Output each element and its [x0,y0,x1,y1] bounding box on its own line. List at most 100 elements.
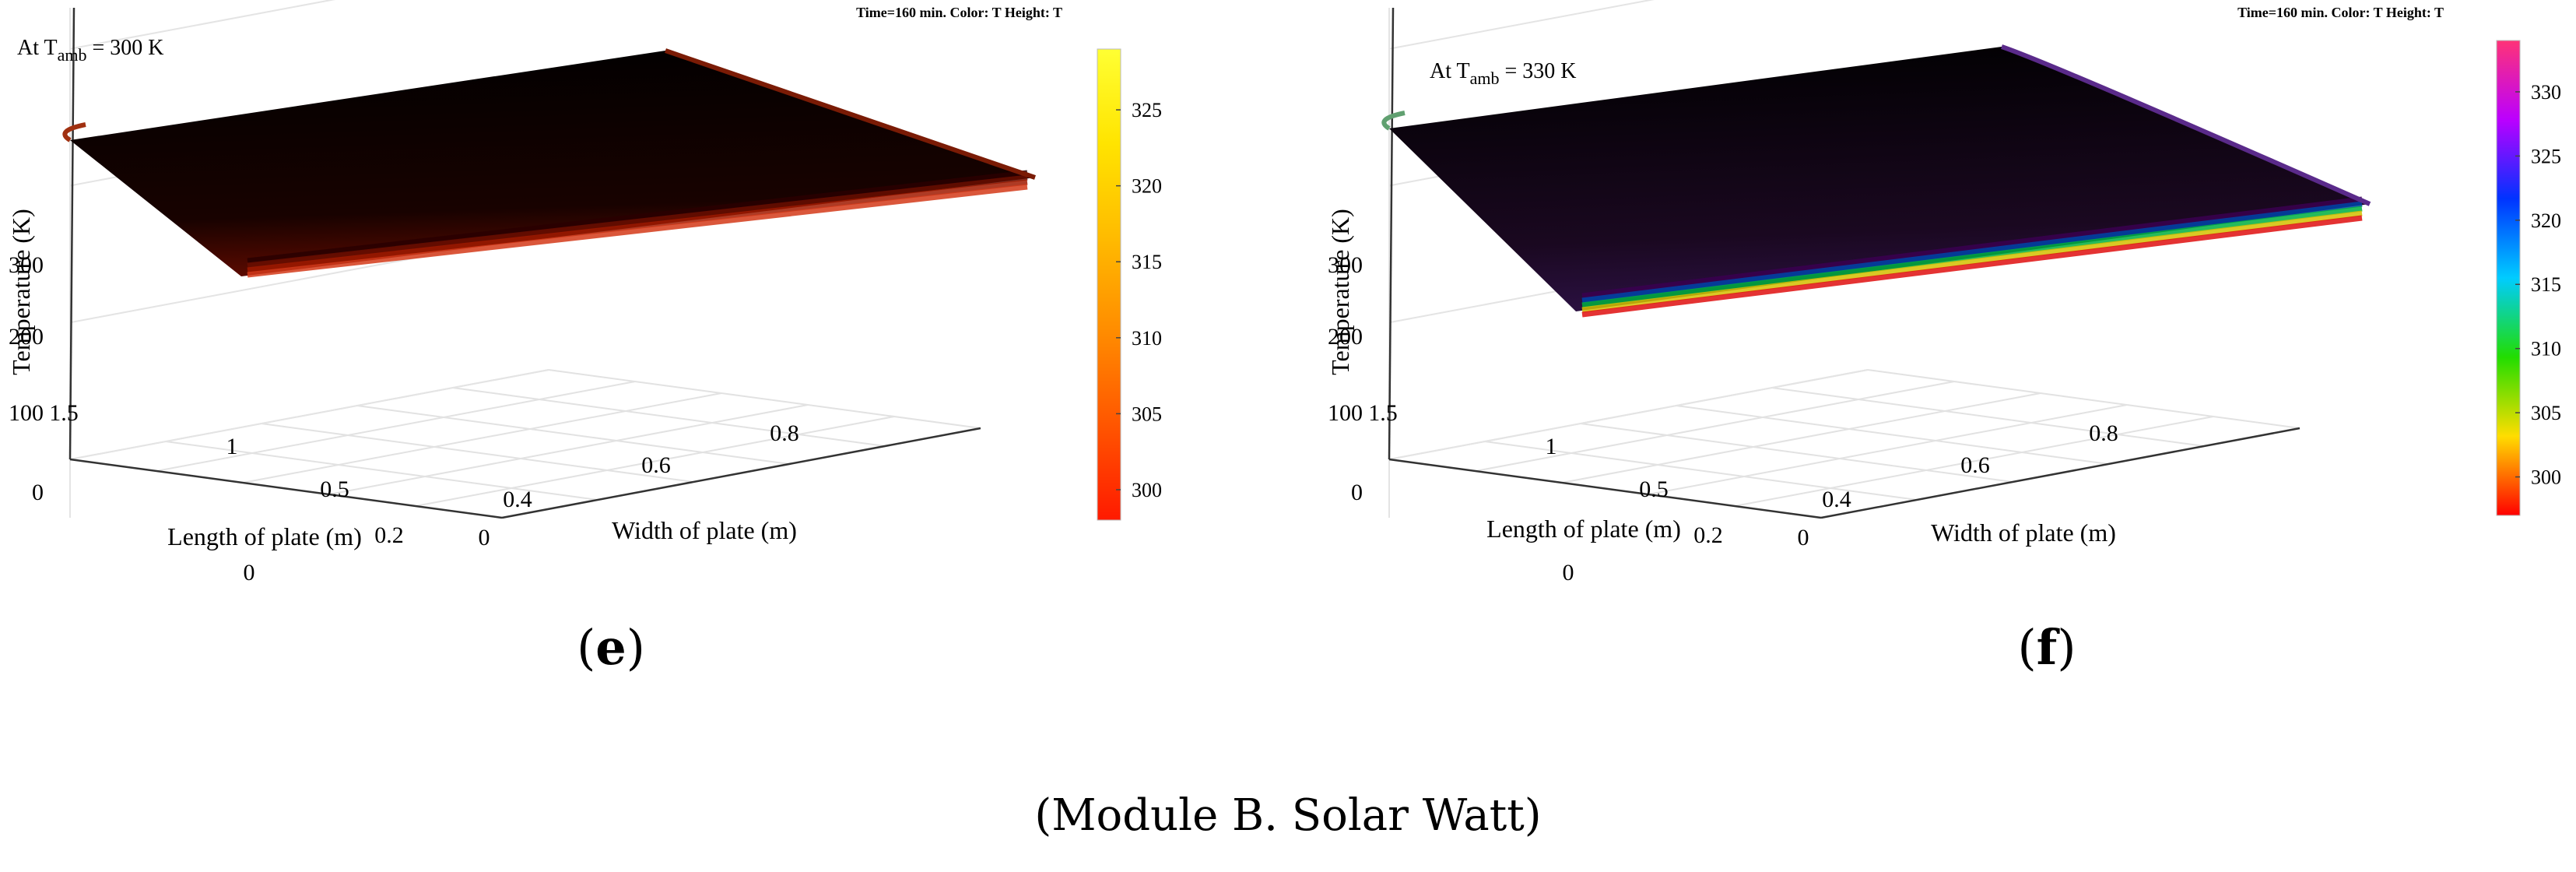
z-tick-label: 300 [1328,252,1363,278]
plot-info-text: Time=160 min. Color: T Height: T [856,5,1062,20]
y-tick-label: 1.5 [1368,400,1398,426]
panel-f: 0 0.2 0.4 0.6 0.8 0 0.5 1 1.5 0 100 200 300 Width of … [1288,0,2576,607]
axes-f [1388,7,2301,519]
surface-edge-band [1581,206,2363,308]
grid-line [548,369,981,429]
x-axis-line [501,427,981,519]
x-tick-label: 0.2 [1693,522,1723,548]
grid-line [261,423,694,483]
x-tick-label: 0.2 [374,522,404,548]
z-axis-title: Temperature (K) [1326,209,1354,375]
x-tick-label: 0.8 [770,420,799,446]
y-tick-label: 0.5 [320,476,349,502]
annotation-subscript: amb [1470,69,1500,88]
annotation-text: = 330 K [1500,59,1577,83]
y-axis-line [1388,458,1822,519]
ambient-temperature-label: At Tamb = 300 K [17,36,164,65]
x-tick-label: 0 [244,560,255,585]
colorbar-tick-label: 300 [1132,479,1162,501]
grid-line [415,416,895,507]
plot-info-text: Time=160 min. Color: T Height: T [2237,5,2444,20]
z-tick-label: 100 [9,400,44,426]
z-axis-line [1388,7,1395,460]
surface-edge-band [1581,201,2363,304]
grid-line [1561,392,2041,483]
x-tick-label: 0.4 [503,487,532,512]
panel-letter-f: f [2036,619,2058,676]
axes-e [68,7,981,519]
x-tick-label: 0.6 [1960,452,1990,478]
ambient-temperature-label: At Tamb = 330 K [1430,59,1577,88]
annotation-text: = 300 K [87,36,164,60]
wall-line [1388,369,1869,460]
annotation-subscript: amb [58,45,87,65]
grid-line [1867,369,2301,429]
colorbar-tick-label: 300 [2531,466,2561,489]
annotation-text: At T [1430,59,1470,83]
y-tick-label: 0.5 [1639,476,1669,502]
y-axis-line [69,458,503,519]
y-tick-label: 1 [226,434,238,459]
z-tick-label: 200 [9,324,44,350]
surface-edge-band [247,170,1028,264]
grid-line [1475,381,1955,472]
z-axis-title: Temperature (K) [7,209,35,375]
colorbar-tick-label: 305 [1132,403,1162,425]
grid-line [1648,404,2128,495]
grid-line [165,441,598,501]
y-axis-title: Length of plate (m) [1486,515,1681,543]
grid-line [1580,423,2013,483]
temperature-surface-e [62,48,1036,278]
z-tick-label: 0 [1351,480,1363,505]
colorbar [2496,40,2521,516]
colorbar-tick-label: 320 [1132,175,1162,198]
grid-line [242,392,722,483]
grid-line [452,387,886,447]
grid-line [1484,441,1918,501]
surface-plot-f: 0 0.2 0.4 0.6 0.8 0 0.5 1 1.5 0 100 200 300 Width of … [1326,0,2561,585]
z-tick-label: 0 [32,480,44,505]
colorbar-tick-label: 315 [1132,251,1162,273]
x-tick-label: 0.4 [1822,487,1851,512]
grid-line [156,381,636,472]
y-tick-label: 0 [1798,525,1809,550]
surface-face [70,51,1035,276]
wall-line [69,0,335,50]
x-axis-title: Width of plate (m) [612,516,797,544]
panel-label-e: (e) [577,619,645,676]
y-axis-title: Length of plate (m) [167,522,362,550]
temperature-surface-f [1381,44,2371,318]
colorbar-tick-label: 320 [2531,209,2561,232]
surface-edge-band [1581,210,2363,313]
z-axis-line [68,7,75,460]
figure-caption: (Module B. Solar Watt) [1034,790,1542,841]
colorbar-tick-label: 325 [1132,99,1162,121]
x-axis-title: Width of plate (m) [1931,519,2116,547]
colorbar-tick-label: 310 [1132,327,1162,350]
panel-letter-e: e [595,619,626,676]
grid-line [1771,387,2205,447]
grid-line [356,405,790,465]
wall-line [69,369,549,460]
surface-left-curl [1381,111,1406,131]
colorbar-tick-label: 325 [2531,145,2561,167]
panel-e: 0 0.2 0.4 0.6 0.8 0 0.5 1 1.5 0 100 200 300 Width of … [0,0,1288,607]
surface-right-edge [665,48,1036,180]
surface-edge-band [247,174,1028,269]
colorbar [1097,48,1121,521]
x-axis-line [1820,427,2301,519]
surface-left-curl [62,122,86,142]
z-tick-label: 300 [9,252,44,278]
wall-line [1388,0,1655,50]
grid-line [1734,416,2214,507]
surface-edge-band [247,184,1028,278]
z-tick-label: 200 [1328,324,1363,350]
y-tick-label: 1 [1546,434,1557,459]
panel-label-f: (f) [2017,619,2076,676]
annotation-text: At T [17,36,58,60]
x-tick-label: 0.8 [2089,420,2118,446]
colorbar-tick-label: 330 [2531,81,2561,104]
surface-plot-e: 0 0.2 0.4 0.6 0.8 0 0.5 1 1.5 0 100 200 300 Width of … [7,0,1162,585]
surface-right-edge [2001,44,2371,206]
x-tick-label: 0.6 [641,452,671,478]
